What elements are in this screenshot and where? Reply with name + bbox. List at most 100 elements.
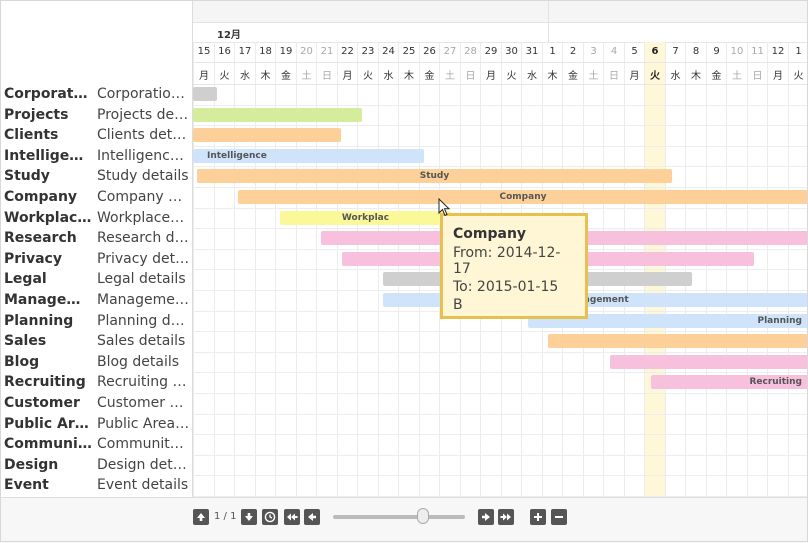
day-number: 16 (215, 46, 235, 57)
clock-icon (262, 509, 278, 525)
day-weekday: 土 (584, 67, 604, 82)
row-description: Company details (97, 189, 190, 205)
row-gridline (193, 187, 808, 188)
row-label-legal[interactable]: Legal Legal details (0, 269, 193, 290)
gantt-bar-projects[interactable] (193, 108, 362, 122)
tooltip-note: B (453, 297, 575, 313)
row-description: Community details (97, 436, 190, 452)
month-row: 12月 (193, 22, 808, 43)
gantt-bar-sales[interactable] (548, 334, 808, 348)
row-description: Corporation details (97, 86, 190, 102)
day-number: 17 (235, 46, 255, 57)
row-gridline (193, 434, 808, 435)
header-line-mid (193, 62, 808, 63)
page-indicator: 1 / 1 (214, 511, 236, 522)
day-number: 1 (543, 46, 563, 57)
day-weekday: 火 (789, 67, 808, 82)
row-name: Legal (4, 271, 92, 287)
page-down-button[interactable] (241, 509, 257, 525)
jump-forward-button[interactable] (498, 509, 514, 525)
row-label-management[interactable]: ManagementManagement details (0, 290, 193, 311)
row-gridline (193, 372, 808, 373)
scroll-left-button[interactable] (304, 509, 320, 525)
header-band (193, 0, 808, 23)
day-weekday: 木 (256, 67, 276, 82)
row-name: Workplaces (4, 210, 92, 226)
row-name: Customer (4, 395, 92, 411)
day-number: 30 (502, 46, 522, 57)
row-name: Projects (4, 107, 92, 123)
day-weekday: 水 (666, 67, 686, 82)
row-name: Study (4, 168, 92, 184)
scroll-right-button[interactable] (478, 509, 494, 525)
zoom-slider-track[interactable] (333, 515, 465, 519)
zoom-out-button[interactable] (551, 509, 567, 525)
gantt-bar-study[interactable]: Study (197, 169, 672, 183)
day-weekday: 月 (481, 67, 501, 82)
day-number: 2 (563, 46, 583, 57)
row-description: Legal details (97, 271, 190, 287)
gantt-bar-clients[interactable] (193, 128, 341, 142)
today-button[interactable] (262, 509, 278, 525)
row-description: Research details (97, 230, 190, 246)
row-gridline (193, 125, 808, 126)
row-name: Management (4, 292, 92, 308)
day-weekday: 火 (215, 67, 235, 82)
zoom-slider-handle[interactable] (417, 508, 429, 524)
gantt-bar-intelligence[interactable]: Intelligence (193, 149, 424, 163)
row-description: Intelligence details (97, 148, 190, 164)
row-gridline (193, 208, 808, 209)
gantt-bar-company[interactable]: Company (238, 190, 808, 204)
arrow-right-icon (478, 509, 494, 525)
gantt-bar-workplaces[interactable]: Workplac (280, 211, 451, 225)
footer-toolbar: 1 / 1 (0, 497, 808, 543)
row-gridline (193, 455, 808, 456)
gantt-bar-recruiting[interactable]: Recruiting (651, 375, 808, 389)
gantt-bar-blog[interactable] (610, 355, 808, 369)
row-name: Event (4, 477, 92, 493)
day-number: 23 (358, 46, 378, 57)
month-label: 12月 (217, 26, 241, 41)
row-label-corporation[interactable]: Corporation Corporation details (0, 84, 193, 105)
day-weekday: 土 (297, 67, 317, 82)
day-number: 12 (768, 46, 788, 57)
row-name: Corporation (4, 86, 92, 102)
row-gridline (193, 105, 808, 106)
day-number: 5 (625, 46, 645, 57)
day-number: 9 (707, 46, 727, 57)
day-weekday: 木 (399, 67, 419, 82)
day-number: 4 (604, 46, 624, 57)
gantt-bar-corporation[interactable] (193, 87, 217, 101)
day-number: 25 (399, 46, 419, 57)
tooltip-from: From: 2014-12-17 (453, 245, 575, 277)
day-number: 18 (256, 46, 276, 57)
row-gridline (193, 166, 808, 167)
day-number: 8 (686, 46, 706, 57)
page-up-button[interactable] (193, 509, 209, 525)
jump-back-button[interactable] (284, 509, 300, 525)
day-weekday: 金 (276, 67, 296, 82)
day-weekday: 日 (461, 67, 481, 82)
row-label-event[interactable]: Event Event details (0, 475, 193, 496)
day-number: 21 (317, 46, 337, 57)
row-description: Clients details (97, 127, 190, 143)
zoom-in-button[interactable] (530, 509, 546, 525)
row-gridline (193, 331, 808, 332)
row-description: Event details (97, 477, 190, 493)
